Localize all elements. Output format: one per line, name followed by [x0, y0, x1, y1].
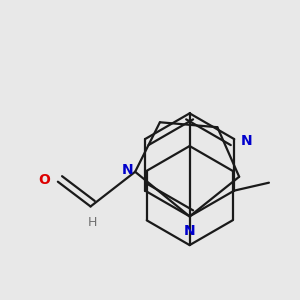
- Text: N: N: [184, 224, 195, 238]
- Text: N: N: [240, 134, 252, 148]
- Text: N: N: [122, 163, 133, 177]
- Text: O: O: [38, 173, 50, 187]
- Text: H: H: [88, 216, 97, 229]
